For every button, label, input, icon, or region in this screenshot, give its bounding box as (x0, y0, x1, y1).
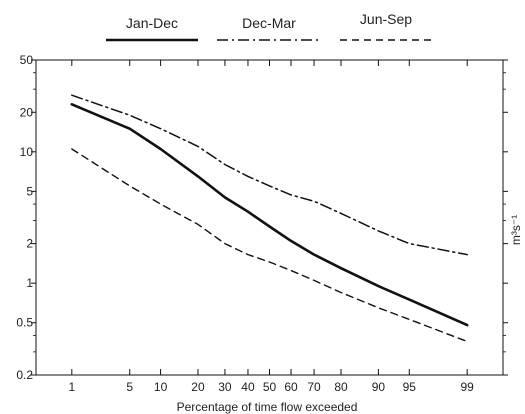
x-tick-label: 40 (241, 380, 255, 394)
y-tick-label: 50 (20, 53, 34, 67)
y-tick-label: 5 (26, 184, 33, 198)
legend-label-jan-dec: Jan-Dec (126, 15, 178, 31)
x-tick-label: 10 (154, 380, 168, 394)
x-tick-label: 80 (334, 380, 348, 394)
y-tick-label: 20 (20, 105, 34, 119)
x-tick-label: 95 (403, 380, 417, 394)
x-tick-label: 30 (218, 380, 232, 394)
y-tick-label: 0.2 (16, 368, 33, 382)
y-axis-title: m³s⁻¹ (509, 215, 523, 245)
x-tick-label: 5 (126, 380, 133, 394)
y-tick-label: 10 (20, 145, 34, 159)
series-line-dec-mar (71, 94, 468, 256)
x-tick-label: 50 (263, 380, 277, 394)
legend-label-jun-sep: Jun-Sep (360, 11, 412, 27)
x-tick-label: 99 (461, 380, 475, 394)
x-tick-label: 20 (191, 380, 205, 394)
x-axis-title: Percentage of time flow exceeded (177, 400, 358, 414)
y-tick-label: 1 (26, 276, 33, 290)
x-tick-label: 90 (372, 380, 386, 394)
x-tick-label: 70 (307, 380, 321, 394)
series-line-jan-dec (70, 103, 469, 327)
axis-ticks: 0.2 0.5 1 2 5 10 20 50 1 5 10 20 30 40 50 60 70 80 90 95 99 (16, 53, 508, 394)
series-line-jun-sep (71, 148, 468, 343)
x-tick-label: 1 (68, 380, 75, 394)
x-tick-label: 60 (284, 380, 298, 394)
y-tick-label: 2 (26, 237, 33, 251)
legend-label-dec-mar: Dec-Mar (242, 15, 296, 31)
y-tick-label: 0.5 (16, 316, 33, 330)
series-lines (70, 94, 469, 343)
legend: Jan-Dec Dec-Mar Jun-Sep (106, 11, 432, 42)
